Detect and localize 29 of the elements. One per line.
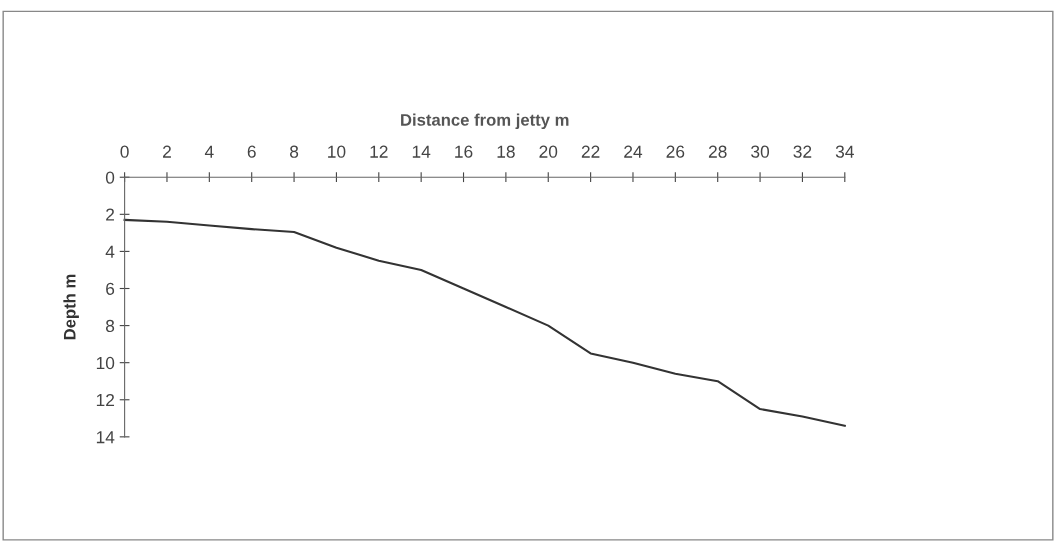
x-tick-label: 2 [163, 145, 171, 158]
x-tick-label: 6 [247, 145, 256, 158]
x-tick-label: 34 [835, 145, 854, 158]
x-tick-label: 26 [666, 145, 685, 158]
y-tick-label: 8 [105, 319, 115, 333]
y-tick-label: 14 [96, 431, 115, 444]
y-tick-label: 4 [105, 245, 115, 258]
x-tick-label: 4 [204, 145, 214, 158]
x-tick-label: 8 [289, 145, 299, 158]
y-tick-label: 12 [96, 393, 115, 407]
y-tick-label: 10 [96, 356, 115, 370]
line-series [123, 218, 846, 427]
y-axis-title: Depth m [63, 274, 79, 340]
y-tick-label: 0 [105, 171, 115, 184]
x-tick-label: 12 [370, 145, 388, 158]
x-tick-label: 18 [497, 145, 515, 158]
x-tick-label: 22 [581, 145, 600, 158]
y-tick-label: 2 [106, 208, 115, 221]
x-axis-title: Distance from jetty m [401, 113, 569, 130]
x-tick-label: 24 [624, 145, 643, 158]
y-tick-label: 6 [106, 282, 115, 295]
x-tick-label: 14 [412, 145, 431, 158]
x-tick-label: 10 [328, 145, 346, 158]
x-tick-label: 0 [120, 145, 129, 158]
x-tick-label: 16 [455, 145, 473, 158]
x-tick-label: 20 [539, 145, 558, 158]
x-tick-label: 30 [751, 145, 770, 158]
x-tick-label: 28 [708, 145, 727, 158]
x-tick-label: 32 [793, 145, 812, 158]
